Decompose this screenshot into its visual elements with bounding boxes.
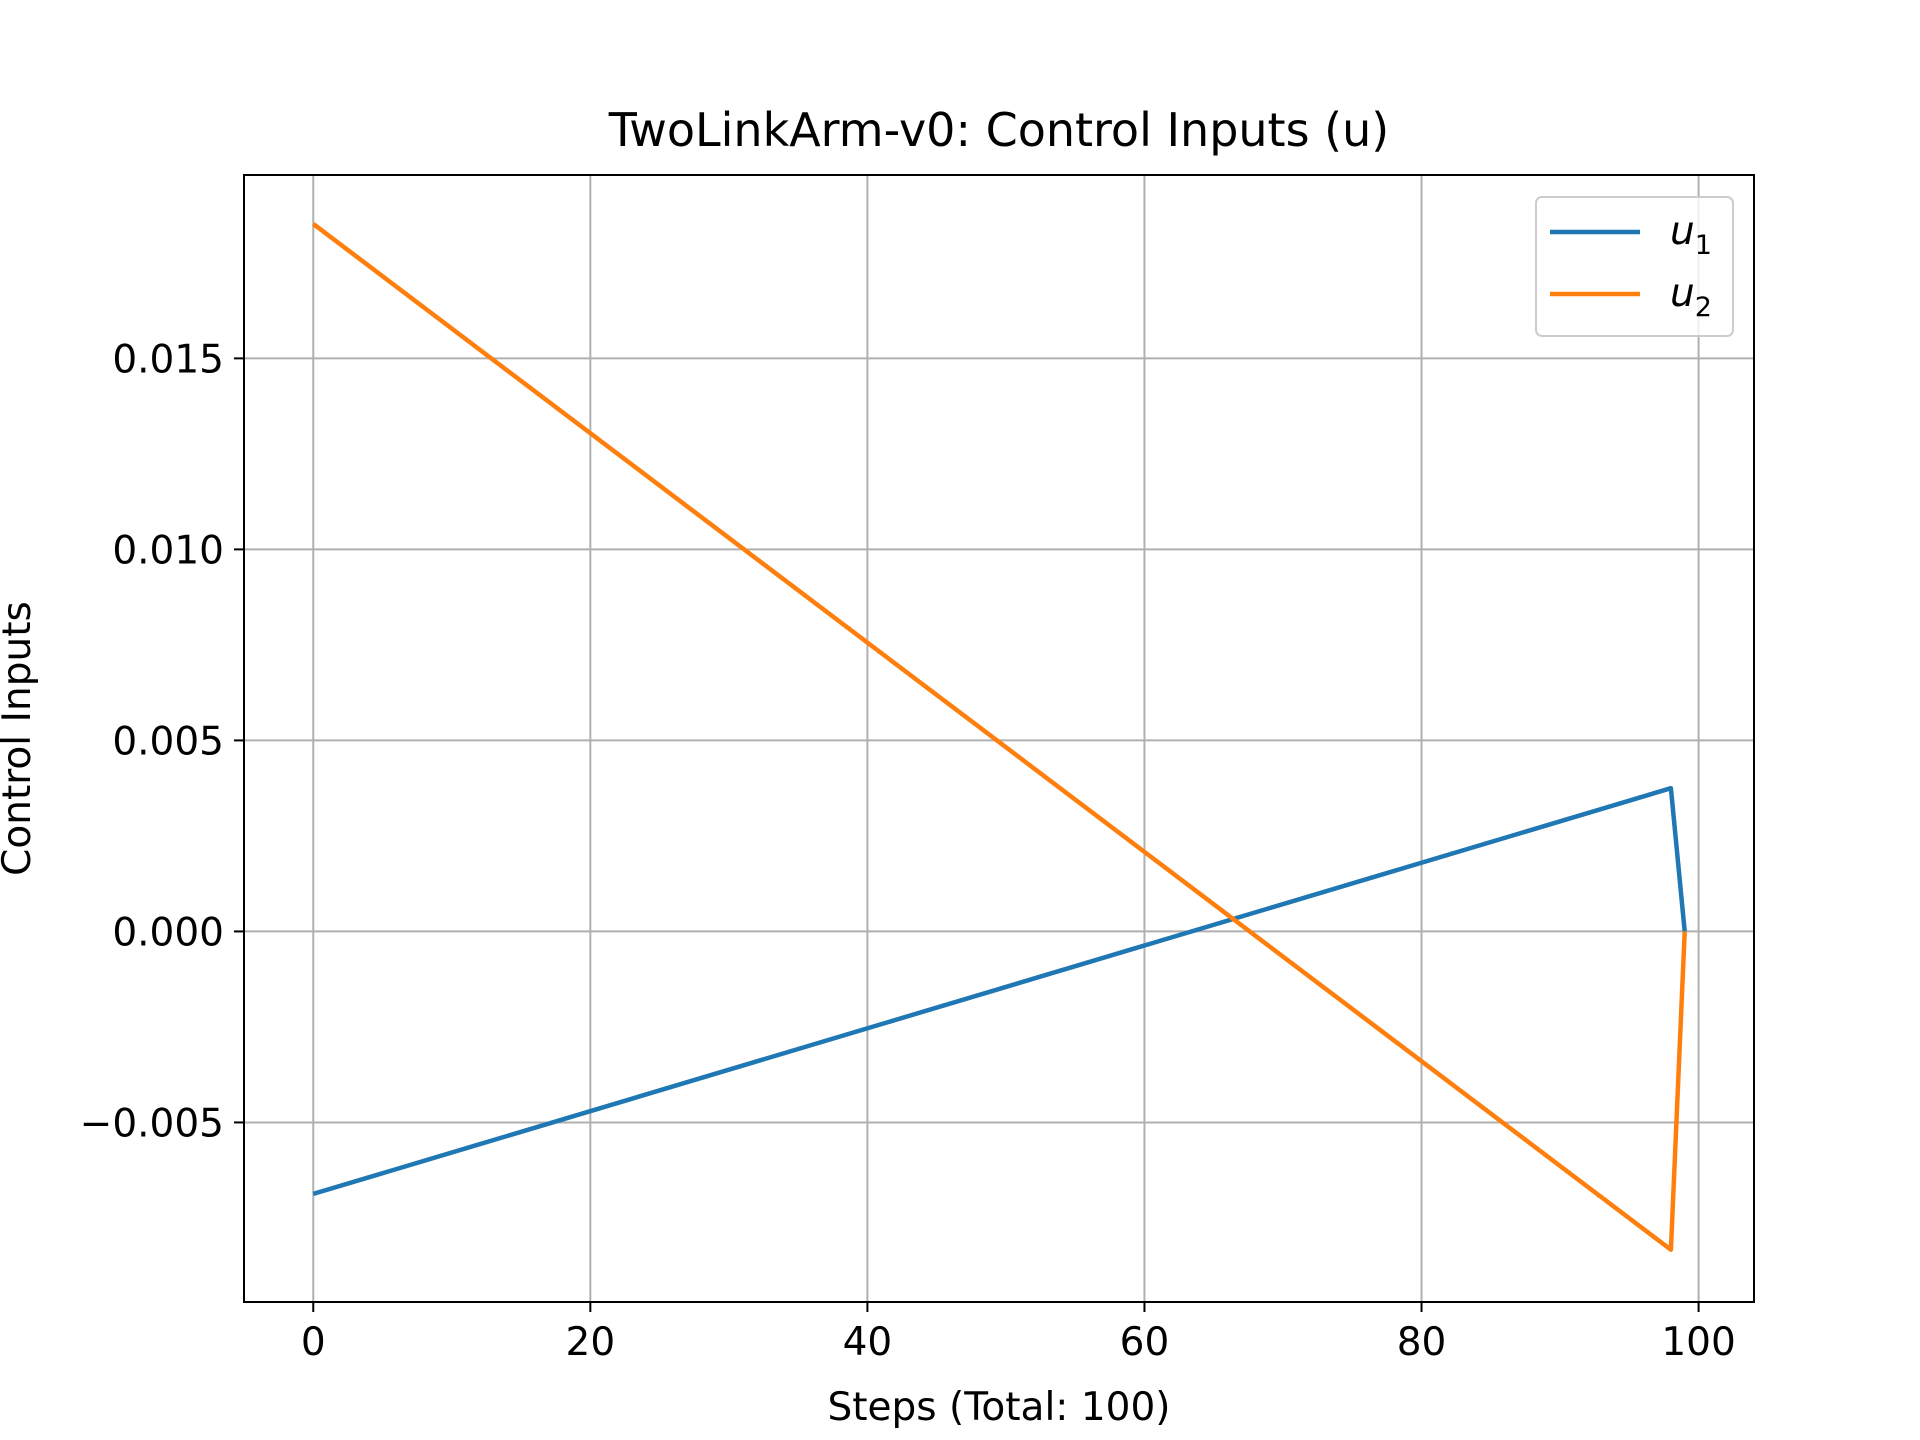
series-line-u1 [312, 785, 1687, 1197]
ticks: 0 20 40 60 80 100 −0.005 0.000 0.005 0.010 0.015 [80, 337, 1736, 1365]
x-tick-label: 100 [1661, 1320, 1735, 1365]
y-tick-label: 0.010 [112, 528, 224, 573]
x-tick-label: 20 [566, 1320, 616, 1365]
legend-label-main: u [1670, 209, 1695, 254]
x-tick-label: 0 [301, 1320, 326, 1365]
legend-label-subscript: 2 [1695, 292, 1712, 323]
legend-label: u1 [1670, 209, 1712, 261]
y-tick-label: −0.005 [80, 1101, 224, 1146]
y-tick-label: 0.005 [112, 719, 224, 764]
chart-title: TwoLinkArm-v0: Control Inputs (u) [608, 103, 1389, 157]
series-line-u2 [311, 222, 1687, 1252]
x-tick-label: 60 [1120, 1320, 1170, 1365]
plot-frame [243, 174, 1755, 1303]
y-tick-label: 0.000 [112, 910, 224, 955]
grid [244, 175, 1754, 1302]
y-axis-label: Control Inputs [0, 601, 40, 876]
legend-label-subscript: 1 [1695, 230, 1712, 261]
x-axis-label: Steps (Total: 100) [827, 1385, 1170, 1430]
legend-label-main: u [1670, 271, 1695, 316]
series-layer [311, 222, 1687, 1252]
x-tick-label: 40 [843, 1320, 893, 1365]
legend-label: u2 [1670, 271, 1712, 323]
y-tick-label: 0.015 [112, 337, 224, 382]
x-tick-label: 80 [1397, 1320, 1447, 1365]
